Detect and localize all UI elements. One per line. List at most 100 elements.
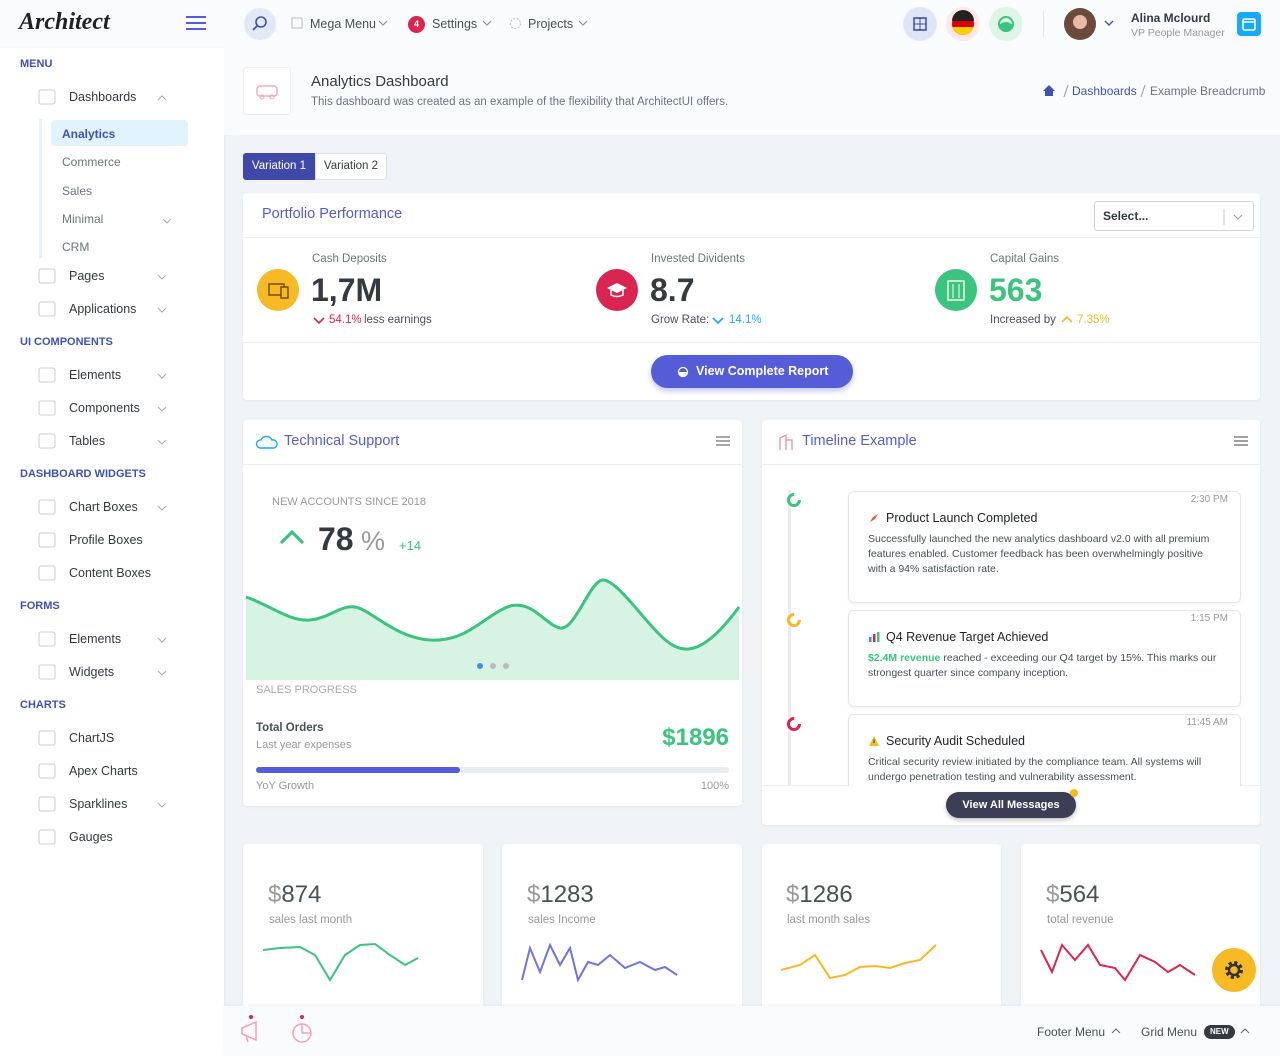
sidebar-subitem[interactable]: Commerce [0, 147, 224, 175]
icon-shape [38, 301, 56, 317]
sidebar-sublabel: Analytics [62, 127, 116, 141]
tab[interactable]: Variation 2 [315, 153, 387, 180]
user-role: VP People Manager [1131, 27, 1225, 39]
stat-card [502, 844, 742, 1024]
stat-card [1021, 844, 1260, 1024]
sidebar-label: Content Boxes [69, 566, 151, 581]
sidebar-item[interactable]: ChartJS [0, 722, 224, 755]
select[interactable]: Select... [1094, 201, 1254, 231]
breadcrumb-link[interactable]: Dashboards [1072, 84, 1137, 98]
card-value: $1286 [786, 881, 853, 909]
sidebar-label: Profile Boxes [69, 533, 143, 548]
sidebar-item[interactable]: Sparklines [0, 788, 224, 821]
timeline-body-wrap: $2.4M revenue reached - exceeding our Q4 … [868, 651, 1222, 681]
sidebar-subitem[interactable]: Analytics [0, 119, 224, 147]
currency: $ [527, 881, 541, 908]
nav-settings[interactable]: Settings [432, 17, 478, 31]
messages-button[interactable]: View All Messages [946, 792, 1076, 818]
sidebar-icon [38, 730, 56, 746]
sidebar-icon [38, 796, 56, 812]
footer-link[interactable]: Footer Menu [1037, 1025, 1106, 1039]
currency: $ [268, 881, 282, 908]
footer-icons[interactable] [238, 1014, 318, 1048]
sidebar-item[interactable]: Gauges [0, 821, 224, 854]
avatar[interactable] [1064, 7, 1120, 41]
arrow-up [1061, 315, 1073, 323]
stat-icon [596, 269, 638, 311]
user-name: Alina Mclourd [1131, 11, 1211, 25]
sidebar-item[interactable]: Dashboards [0, 81, 224, 114]
card-menu[interactable] [1234, 436, 1248, 447]
sidebar-item[interactable]: Widgets [0, 656, 224, 689]
sidebar-item[interactable]: Components [0, 392, 224, 425]
number: 874 [281, 881, 322, 908]
calendar-button[interactable] [1237, 12, 1261, 36]
stat-icon [935, 269, 977, 311]
sidebar-item[interactable]: Elements [0, 359, 224, 392]
sidebar-sublabel: Minimal [62, 211, 104, 226]
widget-unit: % [361, 526, 386, 556]
card-menu[interactable] [716, 436, 730, 447]
sidebar: MENU Dashboards Analytics Commerce Sales Mini… [0, 48, 224, 1056]
card-label: total revenue [1047, 914, 1114, 926]
logo[interactable]: Architect [19, 9, 110, 35]
footer-link[interactable]: Grid Menu [1141, 1025, 1198, 1039]
home-icon[interactable] [1042, 84, 1056, 97]
nav-projects[interactable]: Projects [528, 17, 574, 31]
chevron-line [157, 638, 167, 644]
sidebar-label: Widgets [69, 665, 115, 680]
item-icon [870, 514, 878, 522]
divider [243, 237, 1260, 238]
widget-subtitle: NEW ACCOUNTS SINCE 2018 [272, 496, 427, 508]
sidebar-item[interactable]: Chart Boxes [0, 491, 224, 524]
sidebar-item[interactable]: Content Boxes [0, 557, 224, 590]
stat-label: Invested Dividents [651, 253, 745, 265]
timeline-dot [787, 613, 801, 627]
stat-note: less earnings [364, 314, 432, 326]
section-label: SALES PROGRESS [256, 684, 357, 696]
icon-shape [38, 89, 56, 105]
chevron [157, 440, 167, 446]
sidebar-item[interactable]: Profile Boxes [0, 524, 224, 557]
hamburger[interactable] [185, 15, 207, 31]
chevron-line [157, 506, 167, 512]
sidebar-item[interactable]: Pages [0, 260, 224, 293]
orders-label: Total Orders [256, 722, 324, 734]
settings-badge: 4 [408, 16, 425, 33]
growth-value: 100% [700, 780, 729, 792]
notification-dot [1070, 789, 1078, 797]
sidebar-sublabel: CRM [62, 240, 90, 255]
sidebar-item[interactable]: Elements [0, 623, 224, 656]
timeline-dot [787, 717, 801, 731]
tab-active[interactable]: Variation 1 [243, 153, 315, 180]
select-arrow [1223, 209, 1243, 225]
sidebar-item[interactable]: Tables [0, 425, 224, 458]
sidebar-label: Sparklines [69, 797, 128, 812]
chevron-line [157, 407, 167, 413]
sidebar-item[interactable]: Applications [0, 293, 224, 326]
sidebar-subitem[interactable]: Sales [0, 176, 224, 204]
sidebar-section-title: MENU [20, 58, 53, 70]
stat-label: Cash Deposits [312, 253, 387, 265]
nav-mega-menu[interactable]: Mega Menu [310, 17, 377, 31]
chevron [157, 95, 167, 101]
sidebar-icon [38, 400, 56, 416]
header-buttons[interactable] [902, 6, 1022, 42]
stat-change: 7.35% [1077, 314, 1110, 326]
timeline-body: reached - exceeding our Q4 target by 15%… [868, 652, 1217, 680]
stat-change: 54.1% [329, 314, 362, 326]
sidebar-icon [38, 89, 56, 105]
icon-shape [38, 730, 56, 746]
sidebar-subitem[interactable]: CRM [0, 232, 224, 260]
timeline-highlight: $2.4M revenue [868, 652, 941, 664]
sidebar-section-title: UI COMPONENTS [20, 336, 113, 349]
search-button[interactable] [243, 8, 277, 42]
stat-value: 563 [989, 272, 1043, 308]
card-title: Portfolio Performance [262, 206, 403, 222]
settings-fab[interactable] [1212, 948, 1256, 992]
sidebar-item[interactable]: Apex Charts [0, 755, 224, 788]
sidebar-subitem[interactable]: Minimal [0, 204, 224, 232]
sidebar-section-title: DASHBOARD WIDGETS [20, 468, 146, 481]
report-button[interactable]: View Complete Report [651, 355, 853, 388]
